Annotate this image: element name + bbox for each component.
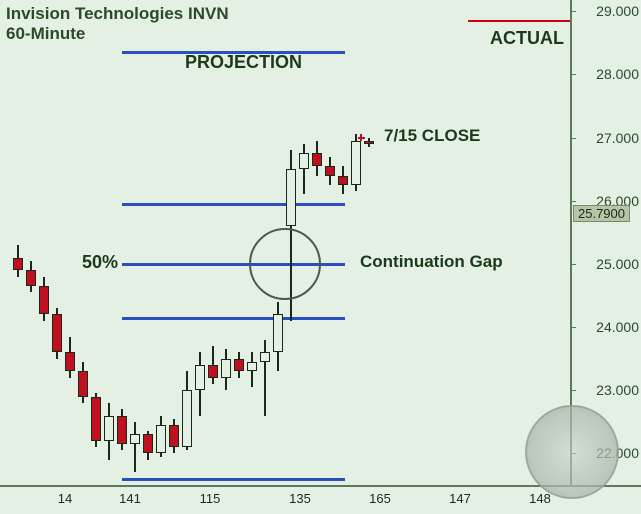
continuation-gap-label: Continuation Gap [360,252,503,272]
y-tick-mark [570,11,576,12]
x-tick-label: 147 [449,491,471,506]
chart-title-1: Invision Technologies INVN [6,4,229,24]
actual-line [468,20,570,23]
candle-body [312,153,322,166]
candle-body [325,166,335,175]
candle-body [338,176,348,185]
y-tick-label: 28.000 [596,66,639,82]
candle-body [117,416,127,444]
candle-wick [134,422,136,473]
gap-circle-annotation [249,228,321,300]
y-tick-mark [570,74,576,75]
x-tick-label: 165 [369,491,391,506]
candle-body [52,314,62,352]
y-tick-mark [570,264,576,265]
x-tick-label: 115 [200,491,221,506]
candle-body [260,352,270,361]
candlestick-chart: Invision Technologies INVN 60-Minute PRO… [0,0,641,514]
candle-body [130,434,140,443]
projection-line [122,203,345,206]
candle-body [286,169,296,226]
y-tick-label: 27.000 [596,130,639,146]
candle-body [364,141,374,144]
candle-body [39,286,49,314]
watermark-circle [525,405,619,499]
chart-title-2: 60-Minute [6,24,85,44]
y-tick-label: 24.000 [596,319,639,335]
x-tick-label: 14 [58,491,72,506]
y-tick-mark [570,390,576,391]
candle-body [104,416,114,441]
candle-body [26,270,36,286]
candle-body [273,314,283,352]
actual-label: ACTUAL [490,28,564,49]
projection-line [122,51,345,54]
candle-body [195,365,205,390]
y-tick-label: 23.000 [596,382,639,398]
close-marker [360,134,362,141]
candle-body [65,352,75,371]
y-tick-label: 29.000 [596,3,639,19]
close-label: 7/15 CLOSE [384,126,480,146]
y-tick-mark [570,138,576,139]
candle-body [78,371,88,396]
candle-body [247,362,257,371]
current-price-box: 25.7900 [573,205,630,222]
candle-wick [264,340,266,416]
fifty-percent-label: 50% [82,252,118,273]
candle-body [221,359,231,378]
candle-body [234,359,244,372]
y-tick-mark [570,327,576,328]
x-tick-label: 135 [289,491,311,506]
x-tick-label: 148 [529,491,551,506]
projection-label: PROJECTION [185,52,302,73]
y-tick-label: 25.000 [596,256,639,272]
candle-body [169,425,179,447]
projection-line [122,317,345,320]
y-tick-mark [570,201,576,202]
candle-wick [303,144,305,195]
projection-line [122,478,345,481]
x-tick-label: 141 [119,491,141,506]
candle-body [351,141,361,185]
candle-body [143,434,153,453]
candle-body [91,397,101,441]
candle-body [182,390,192,447]
candle-body [13,258,23,271]
candle-body [299,153,309,169]
candle-body [156,425,166,453]
candle-body [208,365,218,378]
